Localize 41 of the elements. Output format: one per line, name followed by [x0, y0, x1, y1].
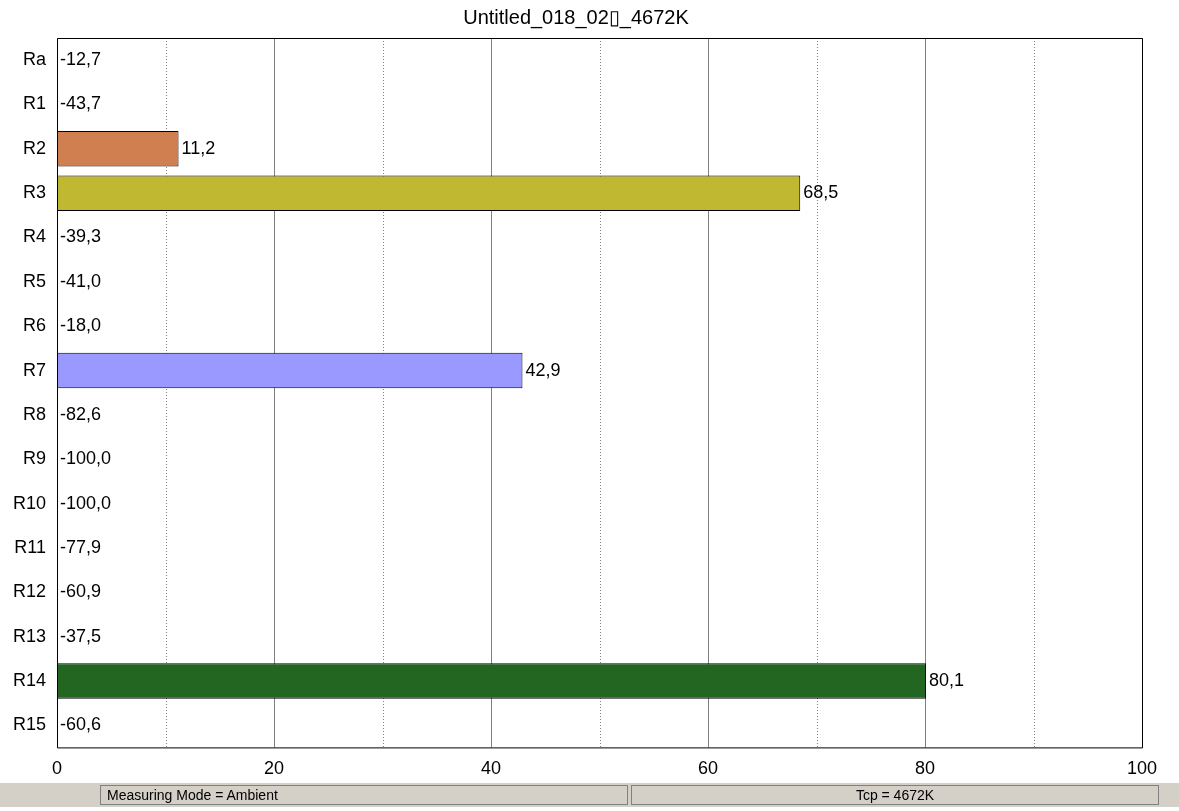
- text: -18,0: [60, 315, 102, 336]
- x-tick-label: 100: [1126, 758, 1158, 779]
- y-tick-label: R5: [23, 270, 47, 291]
- text: -39,3: [60, 226, 102, 247]
- y-tick-label: R11: [14, 536, 47, 557]
- y-tick-label: R2: [23, 137, 47, 158]
- data-label: 80,1: [929, 669, 965, 690]
- y-tick-label: R13: [12, 625, 47, 646]
- y-tick-label: R1: [23, 93, 47, 114]
- text: -60,9: [60, 581, 102, 602]
- text: -37,5: [60, 625, 102, 646]
- y-tick-label: Ra: [23, 49, 47, 70]
- text: -77,9: [60, 536, 102, 557]
- y-tick-label: R3: [23, 182, 47, 203]
- x-tick-label: 40: [481, 758, 502, 779]
- text: -12,7: [60, 49, 102, 70]
- x-tick-label: 20: [264, 758, 285, 779]
- y-tick-label: R7: [23, 359, 47, 380]
- data-label: 11,2: [181, 137, 216, 158]
- chart-title: Untitled_018_02▯_4672K: [463, 5, 690, 29]
- y-tick-label: R10: [12, 492, 47, 513]
- y-tick-label: R8: [23, 403, 47, 424]
- y-tick-label: R6: [23, 315, 47, 336]
- text: -100,0: [60, 448, 112, 469]
- x-tick-label: 80: [914, 758, 936, 779]
- text: -100,0: [60, 492, 112, 513]
- y-tick-label: R9: [23, 448, 47, 469]
- text: -60,6: [60, 714, 102, 735]
- data-label: 42,9: [525, 359, 561, 380]
- y-tick-label: R4: [23, 226, 47, 247]
- text: Tcp = 4672K: [631, 785, 1159, 805]
- text: -82,6: [60, 403, 102, 424]
- data-label: 68,5: [803, 182, 839, 203]
- y-tick-label: R14: [12, 669, 47, 690]
- text: -41,0: [60, 270, 102, 291]
- x-tick-label: 60: [697, 758, 719, 779]
- y-tick-label: R15: [12, 714, 47, 735]
- y-tick-label: R12: [12, 581, 47, 602]
- x-tick-label: 0: [52, 758, 63, 779]
- text: -43,7: [60, 93, 102, 114]
- text: Measuring Mode = Ambient: [100, 785, 628, 805]
